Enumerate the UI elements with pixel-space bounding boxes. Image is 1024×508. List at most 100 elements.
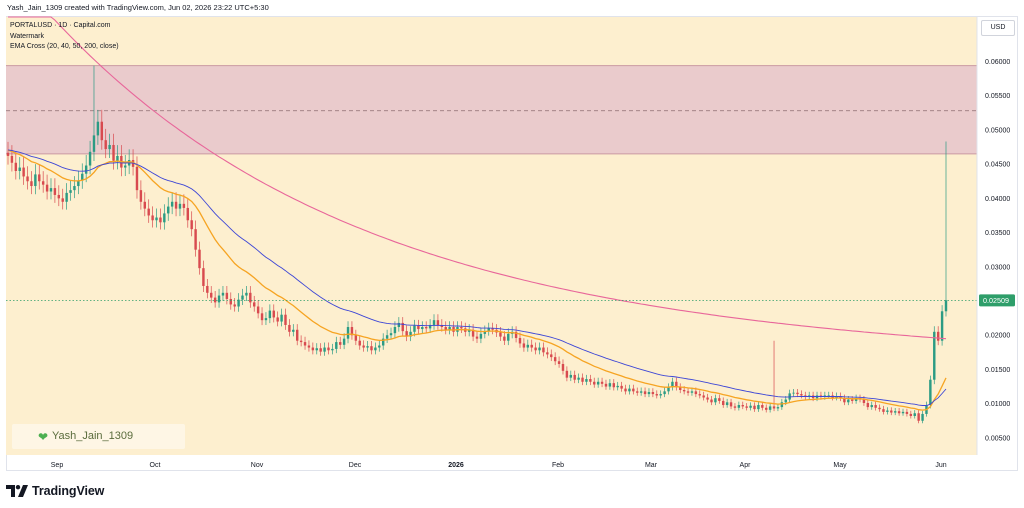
- candle-body: [202, 268, 205, 286]
- candle-body: [655, 394, 658, 396]
- candle-body: [675, 381, 678, 388]
- candle-body: [612, 383, 616, 388]
- candle-body: [217, 295, 221, 303]
- candle-body: [77, 180, 80, 187]
- candle-body: [303, 342, 307, 346]
- candle-body: [440, 324, 444, 328]
- candle-body: [315, 348, 318, 351]
- candle-body: [862, 399, 866, 403]
- y-tick-label: 0.01500: [985, 367, 1010, 374]
- watermark-box: [12, 424, 185, 449]
- currency-button[interactable]: USD: [981, 20, 1015, 36]
- candle-body: [870, 405, 873, 408]
- candle-body: [198, 249, 201, 269]
- candle-body: [296, 329, 299, 341]
- candle-body: [874, 405, 877, 408]
- candle-body: [827, 395, 830, 397]
- candle-body: [69, 190, 72, 193]
- x-tick-label: Apr: [740, 462, 752, 469]
- candle-body: [18, 167, 21, 171]
- candle-body: [213, 297, 217, 303]
- candle-body: [944, 300, 948, 312]
- candle-body: [260, 313, 264, 321]
- candle-body: [659, 394, 662, 396]
- candle-body: [178, 203, 182, 209]
- candle-body: [10, 155, 14, 163]
- candle-body: [284, 314, 287, 325]
- candle-body: [167, 206, 170, 214]
- candle-body: [233, 304, 236, 307]
- candle-body: [405, 331, 408, 337]
- candle-body: [22, 167, 25, 177]
- ema-20-line: [7, 149, 947, 411]
- candle-body: [163, 213, 166, 223]
- candle-body: [682, 389, 686, 392]
- tradingview-logo[interactable]: TradingView: [6, 482, 104, 500]
- candle-body: [679, 387, 682, 390]
- candle-body: [585, 379, 588, 382]
- candle-body: [155, 217, 158, 221]
- candle-body: [643, 391, 647, 395]
- candle-body: [417, 325, 420, 330]
- candle-body: [839, 396, 842, 399]
- candle-body: [608, 383, 612, 387]
- y-tick-label: 0.05000: [985, 127, 1010, 134]
- indicator-label[interactable]: EMA Cross (20, 40, 50, 200, close): [10, 43, 119, 50]
- candle-body: [632, 388, 635, 392]
- candle-body: [757, 405, 760, 410]
- candle-body: [237, 299, 240, 307]
- candle-body: [534, 347, 537, 351]
- y-tick-label: 0.05500: [985, 93, 1010, 100]
- candle-body: [636, 391, 639, 393]
- candle-body: [81, 173, 84, 181]
- candle-body: [307, 345, 311, 348]
- candle-body: [268, 310, 272, 319]
- candle-body: [741, 405, 744, 407]
- candle-body: [882, 409, 885, 412]
- candle-body: [765, 407, 768, 410]
- candle-body: [854, 398, 858, 401]
- candle-body: [245, 292, 248, 296]
- candle-body: [753, 405, 756, 410]
- candle-body: [706, 397, 709, 400]
- candle-body: [768, 406, 772, 410]
- ema-200-line: [8, 16, 947, 340]
- candle-body: [143, 201, 147, 209]
- candle-body: [272, 310, 275, 318]
- candle-body: [409, 331, 412, 337]
- candle-body: [34, 174, 37, 187]
- candle-body: [182, 203, 186, 208]
- ema-40-line: [7, 149, 947, 406]
- x-tick-label: Feb: [552, 462, 564, 469]
- candle-body: [940, 311, 944, 341]
- candle-body: [53, 188, 57, 195]
- candle-body: [522, 343, 526, 348]
- candle-body: [589, 379, 592, 382]
- candle-body: [921, 413, 924, 421]
- candle-body: [530, 344, 533, 348]
- candle-body: [378, 345, 381, 348]
- candle-body: [475, 336, 479, 339]
- y-tick-label: 0.06000: [985, 59, 1010, 66]
- x-tick-label: Nov: [251, 462, 264, 469]
- candle-body: [444, 327, 447, 330]
- candle-body: [933, 331, 936, 380]
- candle-body: [428, 324, 432, 329]
- symbol-title[interactable]: PORTALUSD · 1D · Capital.com: [10, 22, 111, 29]
- candle-body: [381, 338, 385, 346]
- candle-body: [550, 354, 553, 358]
- candle-body: [84, 165, 88, 174]
- candle-body: [61, 198, 64, 202]
- candle-body: [604, 383, 608, 387]
- candle-body: [561, 363, 565, 371]
- candle-body: [253, 302, 256, 307]
- y-tick-label: 0.03500: [985, 230, 1010, 237]
- candle-body: [694, 391, 698, 395]
- candle-body: [542, 347, 545, 353]
- candle-body: [886, 410, 889, 412]
- candle-body: [88, 151, 92, 166]
- candle-body: [909, 413, 913, 416]
- candle-body: [737, 405, 741, 408]
- candle-body: [690, 391, 694, 393]
